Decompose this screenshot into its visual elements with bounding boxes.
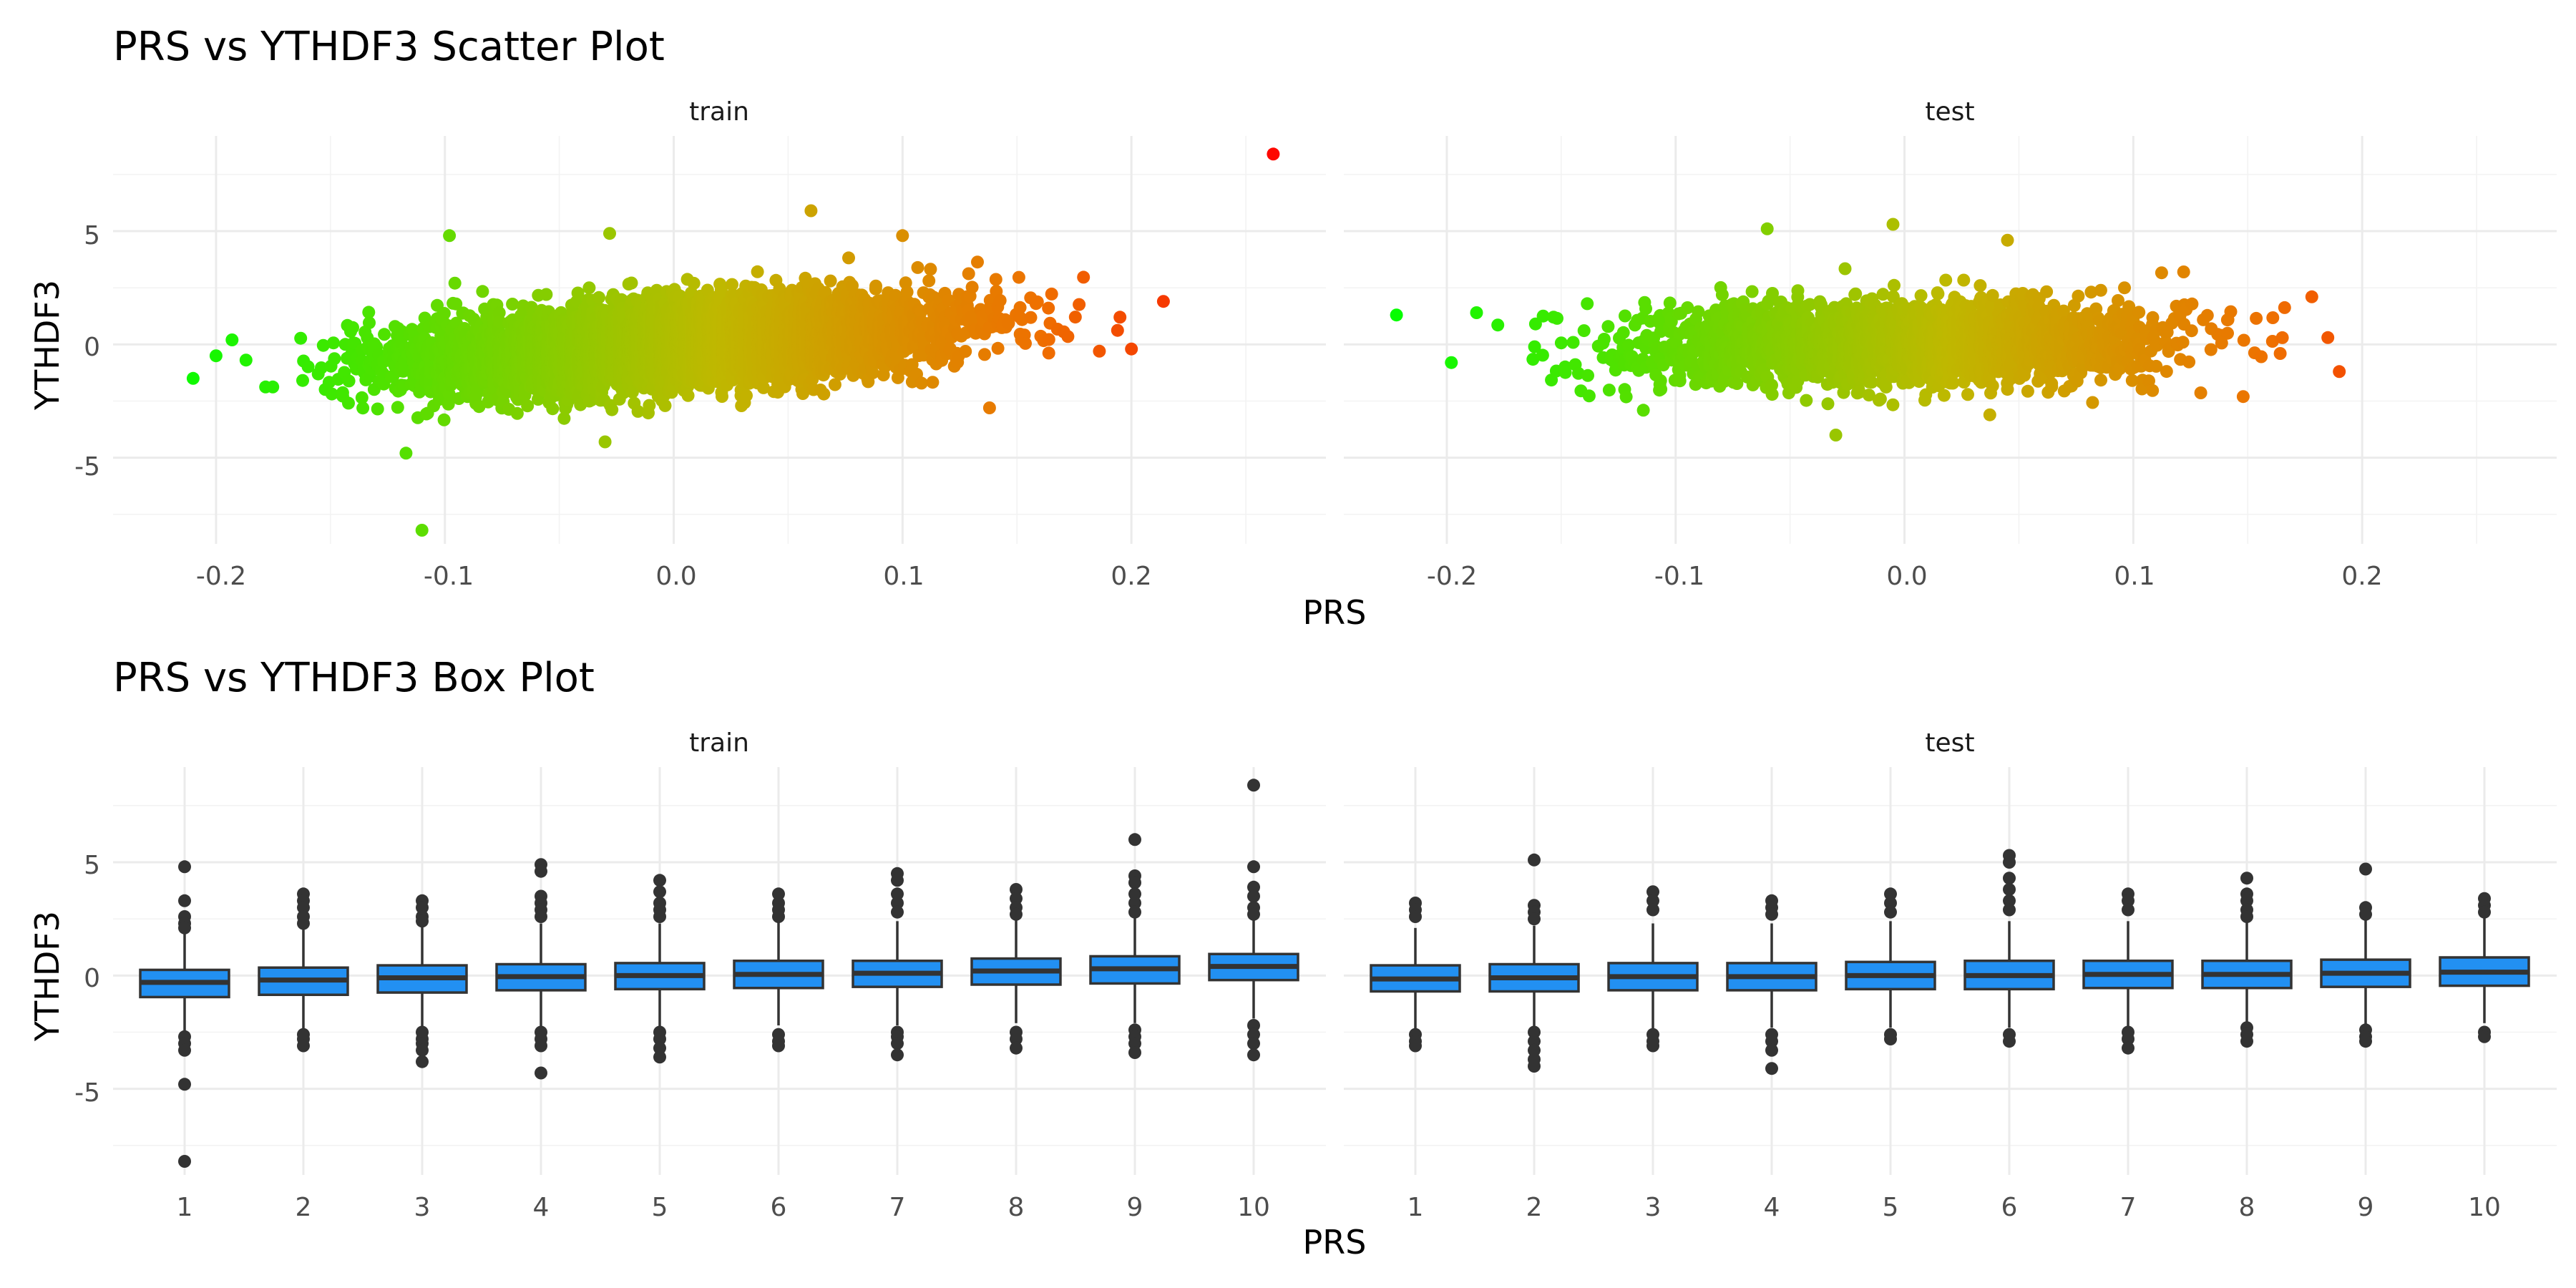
scatter-point — [521, 399, 535, 413]
scatter-title: PRS vs YTHDF3 Scatter Plot — [113, 24, 665, 70]
scatter-point — [751, 265, 764, 278]
scatter-strip-test: test — [1925, 97, 1974, 127]
scatter-point — [346, 321, 359, 334]
scatter-point — [437, 307, 451, 320]
scatter-point — [327, 336, 340, 350]
scatter-point — [342, 374, 356, 388]
scatter-point — [362, 306, 376, 319]
scatter-point — [371, 402, 384, 416]
scatter-point — [476, 285, 489, 298]
scatter-point — [266, 380, 280, 394]
scatter-train-points — [186, 147, 1280, 537]
scatter-point — [740, 389, 753, 402]
scatter-point — [726, 278, 738, 291]
scatter-point — [316, 338, 330, 352]
scatter-point — [449, 297, 463, 311]
scatter-point — [342, 396, 355, 410]
scatter-point — [356, 401, 370, 415]
scatter-point — [437, 413, 451, 426]
scatter-point — [658, 399, 672, 412]
scatter-point — [546, 402, 560, 416]
scatter-point — [378, 328, 391, 341]
scatter-point — [582, 281, 596, 295]
scatter-point — [557, 411, 571, 425]
scatter-strip-train: train — [689, 97, 749, 127]
scatter-point — [441, 397, 455, 411]
scatter-point — [336, 386, 349, 399]
scatter-point — [571, 286, 585, 300]
scatter-point — [687, 276, 701, 290]
scatter-point — [363, 316, 376, 330]
scatter-point — [391, 401, 404, 414]
scatter-point — [681, 389, 695, 402]
scatter-point — [540, 288, 553, 301]
scatter-point — [625, 276, 638, 290]
scatter-point — [355, 391, 369, 404]
scatter-point — [328, 352, 341, 366]
scatter-point — [605, 403, 619, 416]
scatter-point — [592, 291, 605, 304]
scatter-point — [510, 406, 524, 420]
scatter-point — [325, 387, 338, 401]
scatter-point — [296, 374, 309, 387]
scatter-point — [301, 360, 315, 374]
scatter-point — [294, 331, 308, 345]
scatter-point — [448, 276, 462, 290]
scatter-point — [315, 361, 328, 374]
scatter-point — [239, 353, 253, 367]
scatter-point — [716, 390, 728, 403]
scatter-point — [506, 298, 519, 311]
